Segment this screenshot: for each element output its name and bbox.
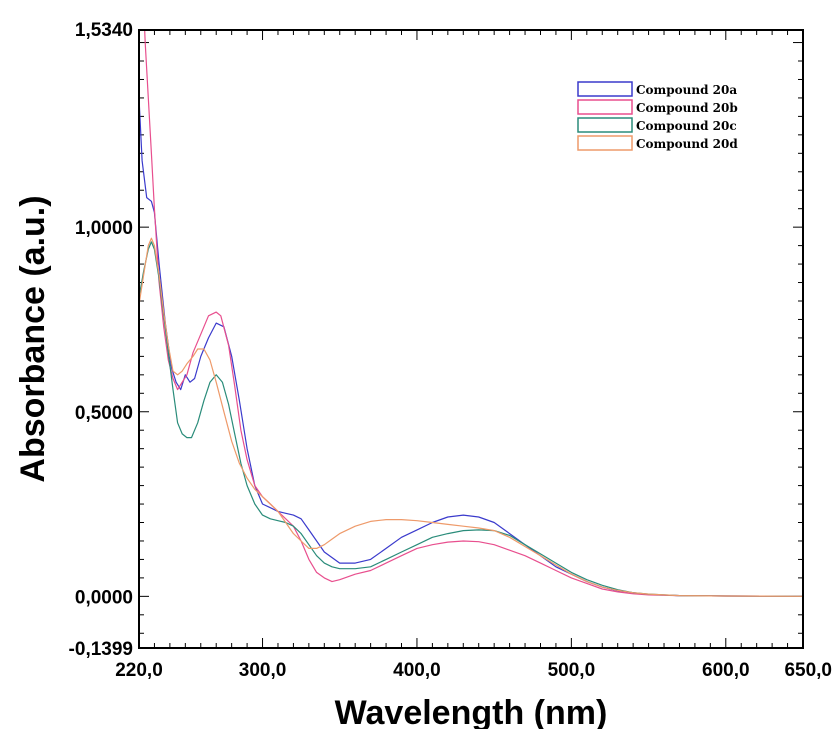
legend-label-3: Compound 20c bbox=[636, 119, 737, 133]
x-axis-title: Wavelength (nm) bbox=[335, 694, 608, 729]
x-tick-label: 650,0 bbox=[784, 660, 832, 681]
tick-labels: 220,0 300,0 400,0 500,0 600,0 650,0 -0,1399 0,0… bbox=[69, 20, 832, 681]
y-tick-label: 0,5000 bbox=[75, 403, 133, 424]
legend-swatch-3 bbox=[577, 117, 633, 133]
x-tick-label: 220,0 bbox=[115, 660, 163, 681]
series-layer bbox=[139, 30, 803, 597]
y-tick-label: 1,0000 bbox=[75, 218, 133, 239]
plot-frame bbox=[138, 29, 804, 649]
y-axis-title: Absorbance (a.u.) bbox=[14, 195, 52, 482]
series-line-1 bbox=[139, 97, 803, 597]
legend-label-4: Compound 20d bbox=[636, 137, 738, 151]
x-tick-label: 500,0 bbox=[548, 660, 596, 681]
legend-swatch-2 bbox=[577, 99, 633, 115]
series-line-4 bbox=[139, 237, 803, 597]
y-tick-label: 1,5340 bbox=[75, 20, 133, 41]
x-tick-label: 400,0 bbox=[393, 660, 441, 681]
y-tick-label: -0,1399 bbox=[69, 639, 133, 660]
legend-swatch-4 bbox=[577, 135, 633, 151]
legend-swatch-1 bbox=[577, 81, 633, 97]
series-line-3 bbox=[139, 241, 803, 597]
legend-label-2: Compound 20b bbox=[636, 101, 738, 115]
x-tick-label: 300,0 bbox=[239, 660, 287, 681]
legend-label-1: Compound 20a bbox=[636, 83, 737, 97]
legend: Compound 20a Compound 20b Compound 20c Comp… bbox=[577, 81, 738, 151]
y-tick-label: 0,0000 bbox=[75, 587, 133, 608]
x-tick-label: 600,0 bbox=[702, 660, 750, 681]
